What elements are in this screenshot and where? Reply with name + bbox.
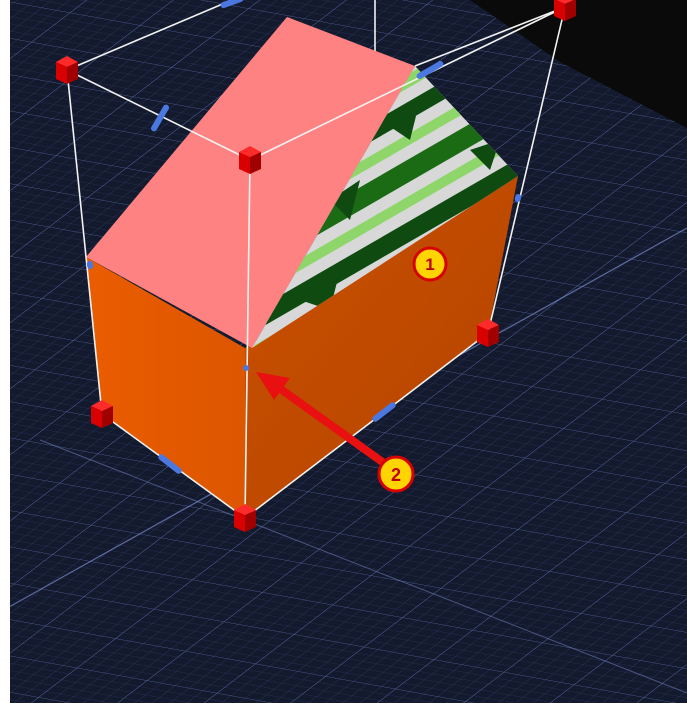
grid-axis-line xyxy=(39,439,687,694)
bounding-box-front-edges xyxy=(66,6,566,519)
corner-handle-icon[interactable] xyxy=(56,56,78,84)
callout-badge-icon xyxy=(412,246,448,282)
viewport-void xyxy=(330,0,687,128)
callout-1-label: 1 xyxy=(425,255,434,274)
callout-1: 1 xyxy=(412,246,448,282)
edge-handle-icon[interactable] xyxy=(150,104,170,133)
edge-handle-icon[interactable] xyxy=(243,365,249,371)
corner-handles xyxy=(56,0,576,532)
corner-handle-icon[interactable] xyxy=(554,0,576,21)
callout-2-label: 2 xyxy=(391,465,401,485)
box-top-face[interactable] xyxy=(86,17,415,348)
viewport-edge-strip xyxy=(0,0,10,703)
box-front-face[interactable] xyxy=(86,257,245,518)
pointer-arrow-icon xyxy=(256,372,392,470)
edge-handle-icon[interactable] xyxy=(371,401,397,423)
edge-handles xyxy=(86,0,522,475)
edge-handle-icon[interactable] xyxy=(220,0,245,9)
corner-handle-icon[interactable] xyxy=(239,146,261,174)
edge-handle-icon[interactable] xyxy=(514,193,522,202)
corner-handle-icon[interactable] xyxy=(477,319,499,347)
box-side-face[interactable] xyxy=(245,176,518,518)
corner-handle-icon[interactable] xyxy=(91,400,113,428)
callout-badge-icon xyxy=(377,455,415,493)
edge-handle-icon[interactable] xyxy=(157,453,183,475)
edge-handle-icon[interactable] xyxy=(86,261,94,270)
callout-2: 2 xyxy=(377,455,415,493)
edge-handle-icon[interactable] xyxy=(416,60,445,80)
corner-handle-icon[interactable] xyxy=(234,504,256,532)
